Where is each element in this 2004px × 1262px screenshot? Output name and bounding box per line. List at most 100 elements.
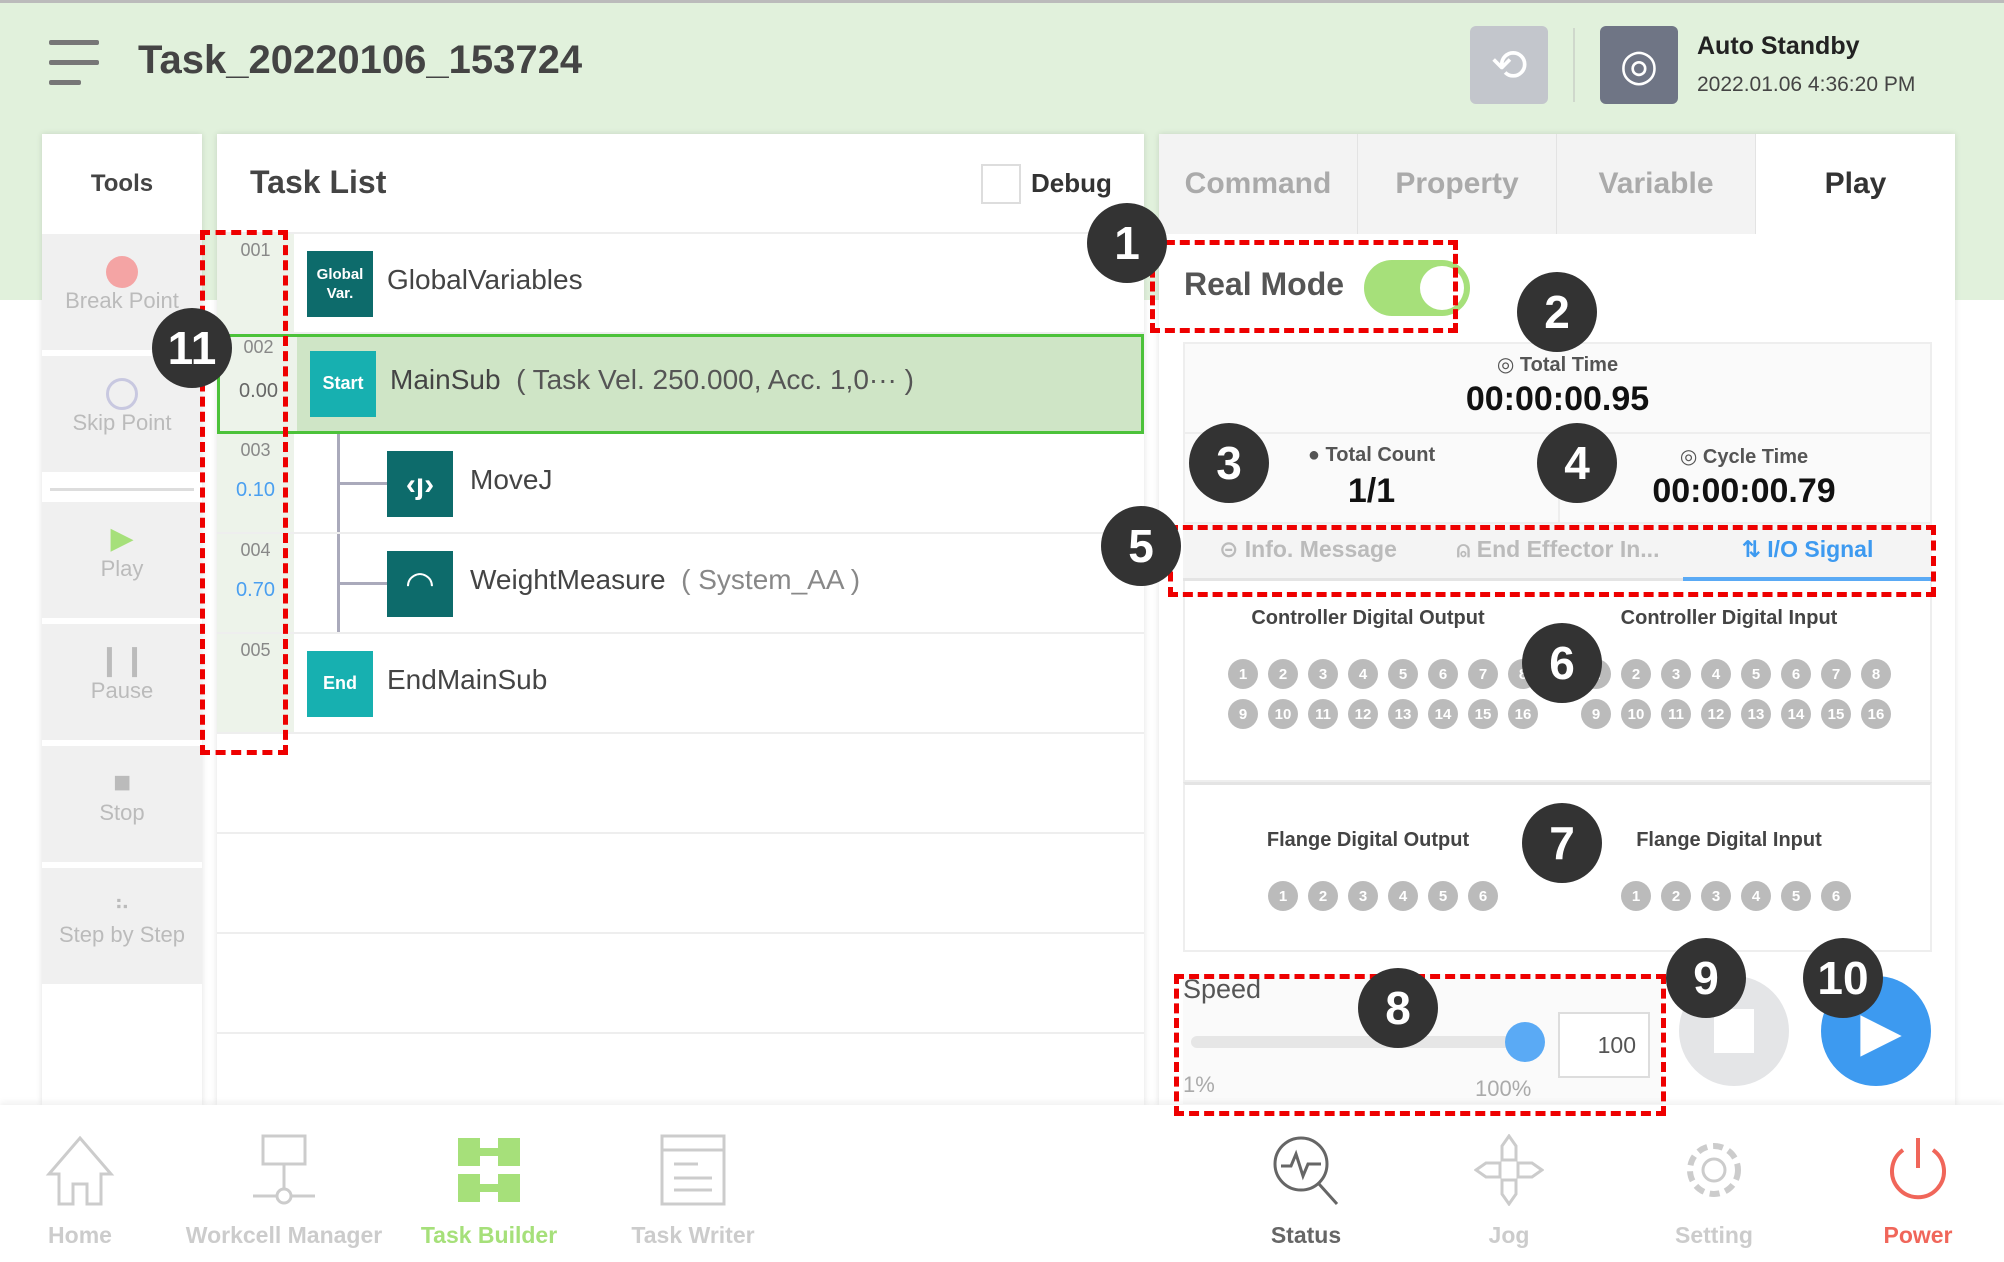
- status-magnifier-icon: [1206, 1130, 1406, 1210]
- task-row[interactable]: 003 0.10 ‹ȷ› MoveJ: [217, 434, 1144, 534]
- robot-status-button[interactable]: ◎: [1600, 26, 1678, 104]
- label: Status: [1270, 1222, 1342, 1248]
- command-name: MainSub ( Task Vel. 250.000, Acc. 1,0···…: [390, 364, 914, 396]
- label: Stop: [99, 800, 145, 825]
- line-number: 005: [240, 640, 271, 660]
- controller-output-signal-2: 2: [1268, 659, 1298, 689]
- callout-4: 4: [1537, 423, 1617, 503]
- task-row[interactable]: 004 0.70 ◠ WeightMeasure ( System_AA ): [217, 534, 1144, 634]
- empty-row: [217, 834, 1144, 934]
- task-writer-icon: [593, 1130, 793, 1210]
- arrows-updown-icon: ⇅: [1741, 536, 1761, 562]
- power-icon: [1818, 1130, 2004, 1210]
- label: Break Point: [65, 288, 179, 313]
- flange-output-signal-6: 6: [1468, 881, 1498, 911]
- subtab-end-effector[interactable]: ⍝ End Effector In...: [1433, 536, 1683, 563]
- total-time-label: ◎ Total Time: [1185, 352, 1930, 377]
- controller-input-signal-10: 10: [1621, 699, 1651, 729]
- cycle-time-label: ◎ Cycle Time: [1558, 444, 1930, 469]
- tab-command[interactable]: Command: [1159, 134, 1358, 234]
- task-row-selected[interactable]: 002 0.00 Start MainSub ( Task Vel. 250.00…: [217, 334, 1144, 434]
- pause-tool-button[interactable]: ❙❙ Pause: [42, 624, 202, 740]
- controller-input-label: Controller Digital Input: [1620, 607, 1838, 629]
- flange-output-signal-3: 3: [1348, 881, 1378, 911]
- exec-time: 0.70: [236, 579, 275, 601]
- task-list-panel: Task List Debug 001 Global Var. GlobalVa…: [217, 134, 1144, 1105]
- controller-input-signal-6: 6: [1781, 659, 1811, 689]
- callout-10: 10: [1803, 938, 1883, 1018]
- controller-input-signal-12: 12: [1701, 699, 1731, 729]
- command-name: WeightMeasure ( System_AA ): [470, 564, 860, 596]
- cycle-time-value: 00:00:00.79: [1652, 472, 1836, 510]
- nav-home[interactable]: Home: [0, 1130, 180, 1249]
- nav-setting[interactable]: Setting: [1614, 1130, 1814, 1249]
- nav-power[interactable]: Power: [1818, 1130, 2004, 1249]
- tree-branch: [337, 582, 387, 585]
- subtab-info-message[interactable]: ⊝ Info. Message: [1183, 536, 1433, 563]
- speed-input[interactable]: 100: [1558, 1012, 1650, 1078]
- speed-slider-handle[interactable]: [1505, 1022, 1545, 1062]
- callout-8: 8: [1358, 968, 1438, 1048]
- speed-slider-track[interactable]: [1191, 1036, 1531, 1048]
- command-name: GlobalVariables: [387, 264, 583, 295]
- clock-icon: ◎: [1496, 354, 1515, 376]
- divider: [217, 232, 1144, 234]
- tab-property[interactable]: Property: [1358, 134, 1557, 234]
- step-by-step-button[interactable]: ⠓ Step by Step: [42, 868, 202, 984]
- tab-variable[interactable]: Variable: [1557, 134, 1756, 234]
- task-row[interactable]: 001 Global Var. GlobalVariables: [217, 234, 1144, 334]
- flange-input-signal-2: 2: [1661, 881, 1691, 911]
- pause-icon: ❙❙: [96, 644, 148, 677]
- controller-input-signal-15: 15: [1821, 699, 1851, 729]
- controller-output-signal-10: 10: [1268, 699, 1298, 729]
- nav-workcell-manager[interactable]: Workcell Manager: [184, 1130, 384, 1249]
- flange-output-label: Flange Digital Output: [1266, 829, 1470, 851]
- speed-max-label: 100%: [1475, 1076, 1532, 1101]
- red-dot-icon: [106, 256, 138, 288]
- tab-play[interactable]: Play: [1756, 134, 1955, 234]
- controller-output-signal-7: 7: [1468, 659, 1498, 689]
- controller-output-signal-15: 15: [1468, 699, 1498, 729]
- flange-input-signal-5: 5: [1781, 881, 1811, 911]
- label: Cycle Time: [1702, 446, 1809, 468]
- task-rows: 001 Global Var. GlobalVariables 002 0.00 …: [217, 234, 1144, 1105]
- flange-input-label: Flange Digital Input: [1636, 829, 1822, 851]
- task-row[interactable]: 005 End EndMainSub: [217, 634, 1144, 734]
- subtab-io-signal[interactable]: ⇅ I/O Signal: [1683, 536, 1932, 581]
- stop-tool-button[interactable]: ■ Stop: [42, 746, 202, 862]
- controller-output-signal-14: 14: [1428, 699, 1458, 729]
- line-number: 002: [243, 337, 274, 357]
- command-name: MoveJ: [470, 464, 553, 495]
- line-number-cell: 005: [217, 634, 294, 732]
- callout-11: 11: [152, 308, 232, 388]
- callout-2: 2: [1517, 272, 1597, 352]
- real-mode-toggle[interactable]: [1364, 260, 1470, 316]
- controller-input-signal-2: 2: [1621, 659, 1651, 689]
- nav-task-builder[interactable]: Task Builder: [389, 1130, 589, 1249]
- label: I/O Signal: [1767, 536, 1874, 562]
- controller-input-signal-4: 4: [1701, 659, 1731, 689]
- controller-output-signal-16: 16: [1508, 699, 1538, 729]
- label: Jog: [1488, 1222, 1530, 1248]
- highlight-real-mode: [1150, 240, 1458, 333]
- spiral-logo-icon: ◎: [1619, 40, 1659, 90]
- controller-input-signal-16: 16: [1861, 699, 1891, 729]
- tools-title: Tools: [90, 170, 154, 197]
- tools-panel: Tools Break Point Skip Point ▶ Play ❙❙ Pau…: [42, 134, 202, 1105]
- menu-icon[interactable]: [49, 40, 99, 100]
- exec-time: 0.00: [239, 380, 278, 402]
- play-tool-button[interactable]: ▶ Play: [42, 502, 202, 618]
- debug-checkbox[interactable]: [981, 164, 1021, 204]
- debug-label: Debug: [1031, 168, 1112, 198]
- gripper-icon: ⍝: [1456, 536, 1471, 562]
- nav-jog[interactable]: Jog: [1409, 1130, 1609, 1249]
- controller-output-label: Controller Digital Output: [1251, 607, 1485, 629]
- task-title: Task_20220106_153724: [138, 38, 583, 82]
- bottom-nav: [0, 1105, 2004, 1262]
- label: Info. Message: [1244, 536, 1397, 562]
- divider: [50, 488, 194, 491]
- nav-task-writer[interactable]: Task Writer: [593, 1130, 793, 1249]
- nav-status[interactable]: Status: [1206, 1130, 1406, 1249]
- home-position-button[interactable]: ⟲: [1470, 26, 1548, 104]
- controller-output-signal-12: 12: [1348, 699, 1378, 729]
